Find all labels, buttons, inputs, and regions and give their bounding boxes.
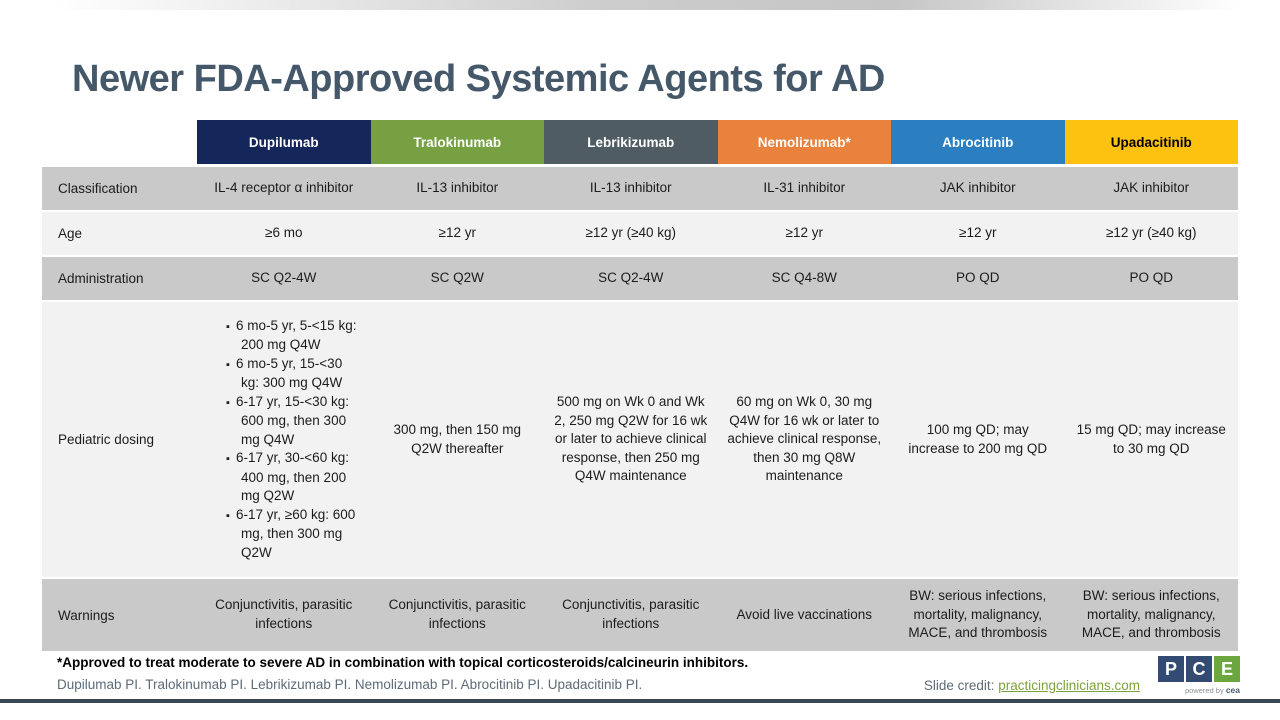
cell-pediatric-dosing-dupilumab: 6 mo-5 yr, 5-<15 kg: 200 mg Q4W6 mo-5 yr… (197, 302, 371, 577)
cell-age-dupilumab: ≥6 mo (265, 225, 303, 241)
table-header-row: Dupilumab Tralokinumab Lebrikizumab Nemoliz… (42, 120, 1238, 164)
column-header-abrocitinib: Abrocitinib (891, 120, 1065, 164)
cell-age-abrocitinib: ≥12 yr (959, 225, 997, 241)
cell-administration-abrocitinib: PO QD (955, 270, 1000, 286)
pce-powered-by: powered by cea (1158, 685, 1240, 695)
drug-comparison-table: Dupilumab Tralokinumab Lebrikizumab Nemoliz… (42, 120, 1238, 653)
cell-classification-nemolizumab: IL-31 inhibitor (763, 180, 846, 196)
cell-warnings-dupilumab: Conjunctivitis, parasitic infections (215, 597, 353, 631)
pce-logo-squares: P C E (1158, 656, 1240, 682)
table-row-warnings: Warnings Conjunctivitis, parasitic infect… (42, 579, 1238, 651)
header-spacer-cell (42, 120, 197, 164)
column-header-dupilumab: Dupilumab (197, 120, 371, 164)
table-row-classification: Classification IL-4 receptor α inhibitor I… (42, 167, 1238, 210)
footnote-asterisk: *Approved to treat moderate to severe AD… (57, 655, 749, 670)
cell-administration-upadacitinib: PO QD (1129, 270, 1173, 286)
cell-pediatric-dosing-lebrikizumab: 500 mg on Wk 0 and Wk 2, 250 mg Q2W for … (554, 393, 708, 484)
column-header-tralokinumab: Tralokinumab (370, 120, 544, 164)
footnote-references: Dupilumab PI. Tralokinumab PI. Lebrikizu… (57, 677, 643, 692)
bullet-list: 6 mo-5 yr, 5-<15 kg: 200 mg Q4W6 mo-5 yr… (206, 317, 362, 563)
cell-administration-lebrikizumab: SC Q2-4W (598, 270, 664, 286)
pce-powered-prefix: powered by (1184, 686, 1224, 695)
pce-logo: P C E powered by cea (1158, 656, 1240, 695)
column-header-upadacitinib: Upadacitinib (1064, 120, 1238, 164)
cell-pediatric-dosing-tralokinumab: 300 mg, then 150 mg Q2W thereafter (393, 421, 522, 456)
pce-logo-letter-e: E (1214, 656, 1240, 682)
bullet-item: 6 mo-5 yr, 15-<30 kg: 300 mg Q4W (226, 355, 360, 393)
column-header-lebrikizumab: Lebrikizumab (544, 120, 718, 164)
bullet-item: 6-17 yr, ≥60 kg: 600 mg, then 300 mg Q2W (226, 506, 360, 563)
slide-credit: Slide credit: practicingclinicians.com (924, 678, 1140, 693)
pce-logo-letter-p: P (1158, 656, 1184, 682)
bullet-item: 6-17 yr, 15-<30 kg: 600 mg, then 300 mg … (226, 393, 360, 450)
cell-warnings-upadacitinib: BW: serious infections, mortality, malig… (1081, 588, 1221, 641)
cell-administration-nemolizumab: SC Q4-8W (771, 270, 837, 286)
cell-age-lebrikizumab: ≥12 yr (≥40 kg) (585, 225, 677, 241)
bullet-item: 6-17 yr, 30-<60 kg: 400 mg, then 200 mg … (226, 449, 360, 506)
row-label-age: Age (58, 226, 83, 241)
column-header-nemolizumab: Nemolizumab* (717, 120, 891, 164)
cell-pediatric-dosing-abrocitinib: 100 mg QD; may increase to 200 mg QD (908, 421, 1048, 456)
cell-classification-tralokinumab: IL-13 inhibitor (416, 180, 499, 196)
top-gradient-band (0, 0, 1280, 10)
slide-credit-link[interactable]: practicingclinicians.com (998, 678, 1140, 693)
cell-warnings-lebrikizumab: Conjunctivitis, parasitic infections (562, 597, 700, 631)
slide-title: Newer FDA-Approved Systemic Agents for A… (72, 58, 885, 100)
table-row-age: Age ≥6 mo ≥12 yr ≥12 yr (≥40 kg) ≥12 yr ≥12 y… (42, 212, 1238, 255)
row-label-warnings: Warnings (58, 607, 115, 623)
bottom-divider-bar (0, 699, 1280, 703)
cell-warnings-abrocitinib: BW: serious infections, mortality, malig… (908, 588, 1048, 641)
cell-classification-lebrikizumab: IL-13 inhibitor (589, 180, 672, 196)
pce-logo-letter-c: C (1186, 656, 1212, 682)
cell-administration-dupilumab: SC Q2-4W (251, 270, 317, 286)
cell-pediatric-dosing-nemolizumab: 60 mg on Wk 0, 30 mg Q4W for 16 wk or la… (727, 393, 882, 484)
cell-classification-upadacitinib: JAK inhibitor (1113, 180, 1190, 196)
table-body: Classification IL-4 receptor α inhibitor I… (42, 167, 1238, 651)
table-row-pediatric-dosing: Pediatric dosing 6 mo-5 yr, 5-<15 kg: 200… (42, 302, 1238, 577)
row-label-classification: Classification (58, 181, 138, 196)
cell-age-upadacitinib: ≥12 yr (≥40 kg) (1105, 225, 1197, 241)
slide-credit-label: Slide credit: (923, 678, 995, 693)
cea-brand: cea (1225, 685, 1240, 695)
cell-age-tralokinumab: ≥12 yr (438, 225, 476, 241)
row-label-pediatric-dosing: Pediatric dosing (58, 432, 155, 447)
cell-warnings-tralokinumab: Conjunctivitis, parasitic infections (388, 597, 526, 631)
table-row-administration: Administration SC Q2-4W SC Q2W SC Q2-4W SC Q… (42, 257, 1238, 300)
cell-classification-dupilumab: IL-4 receptor α inhibitor (214, 180, 354, 196)
cell-administration-tralokinumab: SC Q2W (430, 270, 484, 286)
cell-pediatric-dosing-upadacitinib: 15 mg QD; may increase to 30 mg QD (1076, 421, 1226, 456)
row-label-administration: Administration (58, 271, 144, 286)
cell-warnings-nemolizumab: Avoid live vaccinations (736, 606, 873, 622)
cell-classification-abrocitinib: JAK inhibitor (939, 180, 1016, 196)
cell-age-nemolizumab: ≥12 yr (785, 225, 823, 241)
bullet-item: 6 mo-5 yr, 5-<15 kg: 200 mg Q4W (226, 317, 360, 355)
